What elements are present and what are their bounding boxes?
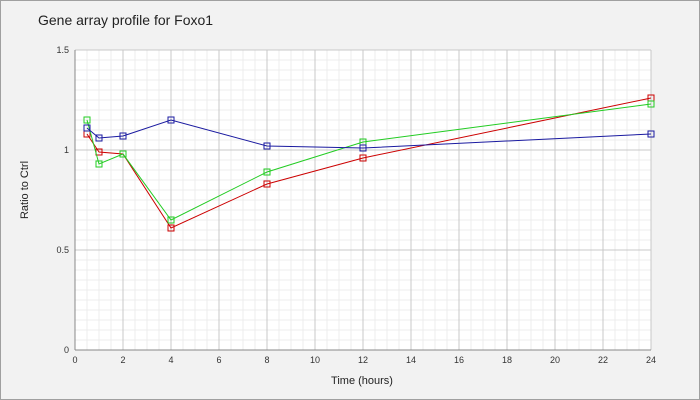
x-tick-label: 22 [598,355,608,365]
data-point-marker [647,100,655,108]
x-tick-label: 4 [168,355,173,365]
chart-title: Gene array profile for Foxo1 [38,12,214,28]
series-line [86,97,652,229]
y-tick-label: 0 [64,345,69,355]
x-axis-label: Time (hours) [331,375,393,387]
data-point-marker [119,150,127,158]
data-point-marker [119,132,127,140]
data-point-marker [167,116,175,124]
x-tick-label: 14 [406,355,416,365]
data-point-marker [263,142,271,150]
data-point-marker [83,116,91,124]
y-tick-label: 1 [64,145,69,155]
x-tick-label: 8 [264,355,269,365]
x-tick-label: 12 [358,355,368,365]
x-tick-label: 10 [310,355,320,365]
x-tick-label: 6 [216,355,221,365]
x-tick-label: 20 [550,355,560,365]
y-tick-label: 1.5 [56,45,69,55]
data-point-marker [95,134,103,142]
y-axis-label: Ratio to Ctrl [19,161,31,219]
data-point-marker [263,180,271,188]
x-tick-label: 2 [120,355,125,365]
series-line [86,103,652,221]
data-point-marker [83,124,91,132]
data-point-marker [263,168,271,176]
data-point-marker [359,154,367,162]
x-tick-label: 18 [502,355,512,365]
x-tick-label: 16 [454,355,464,365]
series-2 [83,100,655,224]
x-tick-label: 24 [646,355,656,365]
data-point-marker [167,224,175,232]
data-point-marker [647,130,655,138]
x-tick-label: 0 [72,355,77,365]
data-point-marker [359,144,367,152]
data-point-marker [167,216,175,224]
series-3 [83,116,655,152]
axes [74,50,651,351]
series-layer [83,94,655,232]
series-line [86,119,652,149]
data-point-marker [95,160,103,168]
y-tick-label: 0.5 [56,245,69,255]
